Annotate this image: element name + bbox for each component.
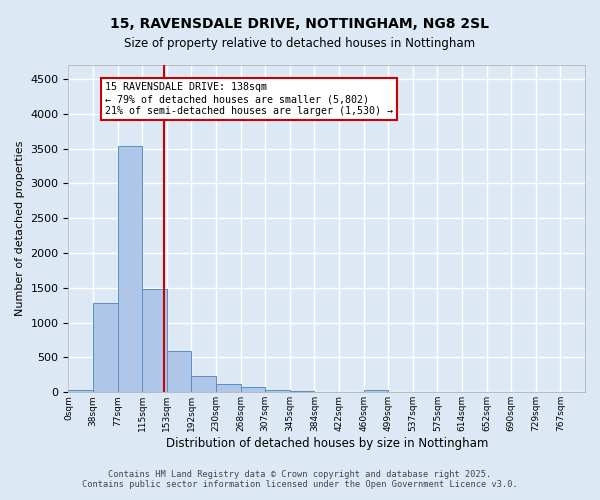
Text: Size of property relative to detached houses in Nottingham: Size of property relative to detached ho…: [124, 38, 476, 51]
Text: 15, RAVENSDALE DRIVE, NOTTINGHAM, NG8 2SL: 15, RAVENSDALE DRIVE, NOTTINGHAM, NG8 2S…: [110, 18, 490, 32]
Bar: [191, 376, 216, 392]
Text: 15 RAVENSDALE DRIVE: 138sqm
← 79% of detached houses are smaller (5,802)
21% of : 15 RAVENSDALE DRIVE: 138sqm ← 79% of det…: [106, 82, 394, 116]
Bar: [364, 390, 388, 392]
X-axis label: Distribution of detached houses by size in Nottingham: Distribution of detached houses by size …: [166, 437, 488, 450]
Bar: [68, 390, 93, 392]
Y-axis label: Number of detached properties: Number of detached properties: [15, 141, 25, 316]
Bar: [216, 384, 241, 392]
Bar: [142, 288, 167, 393]
Bar: [265, 390, 290, 392]
Bar: [290, 391, 314, 392]
Bar: [167, 351, 191, 393]
Text: Contains HM Land Registry data © Crown copyright and database right 2025.
Contai: Contains HM Land Registry data © Crown c…: [82, 470, 518, 489]
Bar: [241, 387, 265, 392]
Bar: [93, 303, 118, 392]
Bar: [118, 146, 142, 392]
